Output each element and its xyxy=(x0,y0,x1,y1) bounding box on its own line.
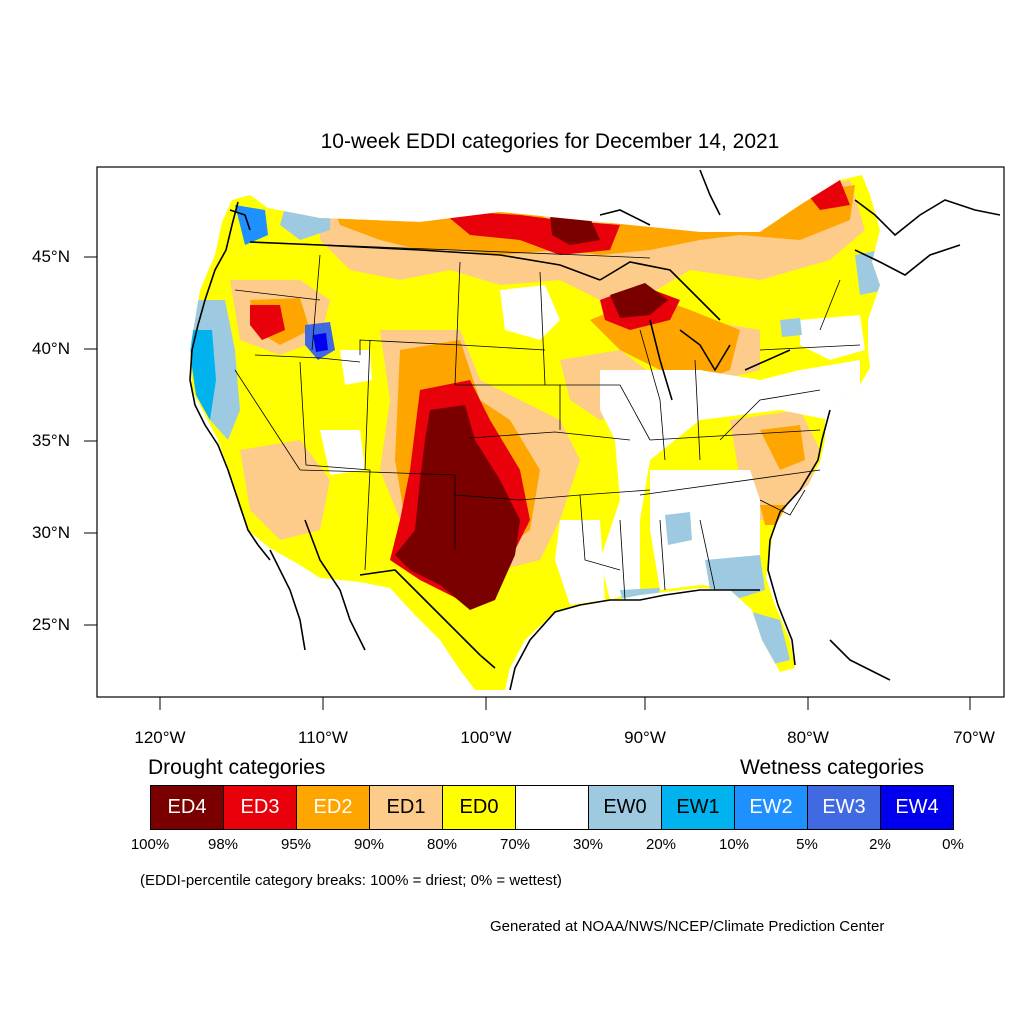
drought-heading: Drought categories xyxy=(148,756,326,779)
lon-label-70: 70°W xyxy=(953,728,995,747)
percent-break-label: 0% xyxy=(942,836,964,853)
lon-ticks xyxy=(159,697,971,710)
percent-break-label: 80% xyxy=(426,836,458,853)
percent-break-label: 98% xyxy=(207,836,239,853)
lon-label-80: 80°W xyxy=(787,728,829,747)
percent-break-label: 100% xyxy=(130,836,170,853)
land-shading xyxy=(190,175,880,690)
percent-break-label: 10% xyxy=(718,836,750,853)
percent-break-label: 20% xyxy=(645,836,677,853)
percent-break-label: 90% xyxy=(353,836,385,853)
footnote: (EDDI-percentile category breaks: 100% =… xyxy=(140,872,562,889)
lat-label-40: 40°N xyxy=(32,339,70,358)
legend-box-ew3: EW3 xyxy=(807,785,881,830)
legend-box-ed4: ED4 xyxy=(150,785,224,830)
map-title: 10-week EDDI categories for December 14,… xyxy=(320,130,780,153)
coastlines xyxy=(189,169,1001,691)
percent-break-label: 30% xyxy=(572,836,604,853)
lat-label-30: 30°N xyxy=(32,523,70,542)
lon-label-90: 90°W xyxy=(624,728,666,747)
lat-ticks xyxy=(84,256,97,626)
legend-box-ew1: EW1 xyxy=(661,785,735,830)
lat-label-35: 35°N xyxy=(32,431,70,450)
lon-label-100: 100°W xyxy=(460,728,512,747)
legend-box-ew0: EW0 xyxy=(588,785,662,830)
legend-box-ed2: ED2 xyxy=(296,785,370,830)
percent-break-label: 95% xyxy=(280,836,312,853)
wetness-heading: Wetness categories xyxy=(740,756,925,779)
legend-box-ed1: ED1 xyxy=(369,785,443,830)
percent-break-label: 2% xyxy=(869,836,891,853)
legend-box-ew4: EW4 xyxy=(880,785,954,830)
state-boundaries xyxy=(234,241,861,601)
lon-label-120: 120°W xyxy=(134,728,186,747)
legend-box-ew2: EW2 xyxy=(734,785,808,830)
lat-label-45: 45°N xyxy=(32,247,70,266)
legend-box-ed3: ED3 xyxy=(223,785,297,830)
lat-label-25: 25°N xyxy=(32,615,70,634)
legend-box-ed0: ED0 xyxy=(442,785,516,830)
percent-break-label: 5% xyxy=(796,836,818,853)
lon-label-110: 110°W xyxy=(298,728,348,747)
legend-box-near-normal xyxy=(515,785,589,830)
credit-line: Generated at NOAA/NWS/NCEP/Climate Predi… xyxy=(490,918,885,935)
percent-break-label: 70% xyxy=(499,836,531,853)
